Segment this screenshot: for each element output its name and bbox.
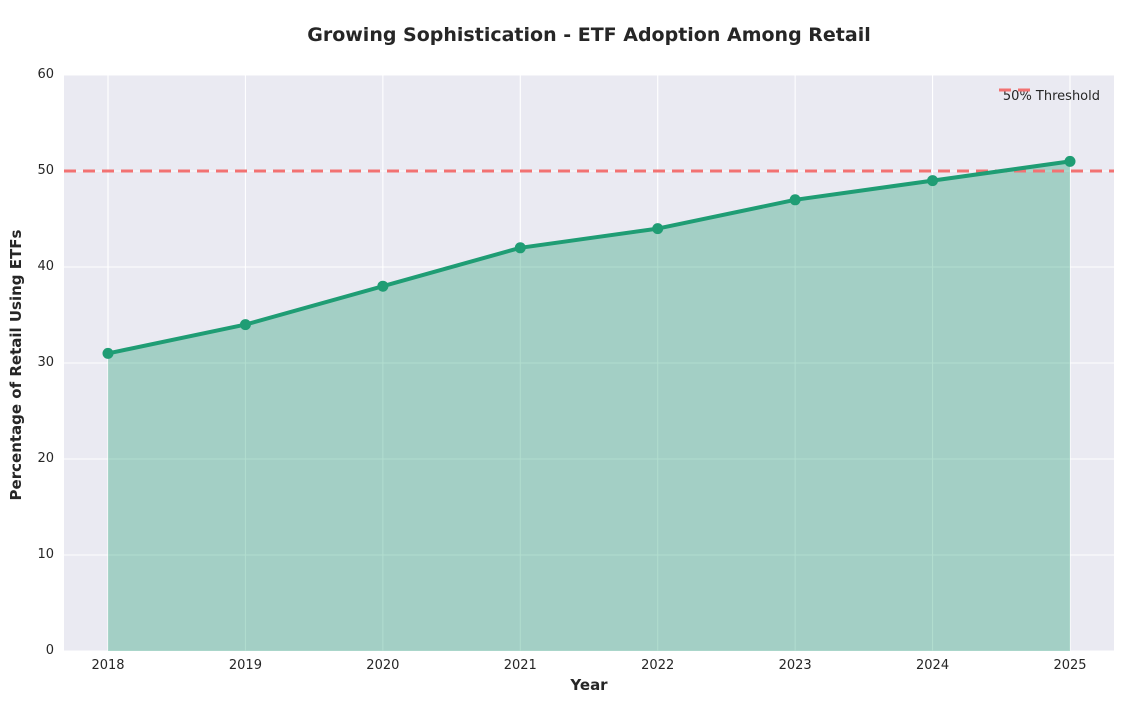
- y-tick-label: 50: [37, 163, 54, 178]
- legend-dashed-line-sample: [998, 88, 1031, 92]
- data-point: [927, 175, 939, 187]
- chart-title: Growing Sophistication - ETF Adoption Am…: [307, 24, 871, 46]
- data-point: [1064, 155, 1076, 167]
- plot-area: 50% Threshold: [64, 75, 1114, 651]
- x-tick-label: 2018: [91, 658, 125, 673]
- x-tick-label: 2024: [916, 658, 950, 673]
- chart-canvas: [64, 75, 1114, 651]
- x-axis-label: Year: [570, 676, 608, 694]
- data-point: [514, 242, 526, 254]
- x-tick-label: 2020: [366, 658, 400, 673]
- x-tick-label: 2023: [778, 658, 812, 673]
- y-tick-label: 10: [37, 547, 54, 562]
- x-tick-label: 2022: [641, 658, 675, 673]
- data-point: [239, 319, 251, 331]
- data-point: [377, 280, 389, 292]
- x-tick-label: 2021: [503, 658, 537, 673]
- legend: 50% Threshold: [998, 87, 1104, 106]
- x-tick-label: 2025: [1053, 658, 1087, 673]
- data-point: [652, 223, 664, 235]
- legend-label: 50% Threshold: [1002, 89, 1100, 104]
- trend-line: [106, 159, 1072, 356]
- y-tick-label: 0: [45, 643, 54, 658]
- data-point: [789, 194, 801, 206]
- y-tick-label: 40: [37, 259, 54, 274]
- x-tick-label: 2019: [228, 658, 262, 673]
- y-tick-label: 20: [37, 451, 54, 466]
- data-point: [102, 347, 114, 359]
- area-fill: [108, 161, 1070, 651]
- y-tick-label: 30: [37, 355, 54, 370]
- y-tick-label: 60: [37, 67, 54, 82]
